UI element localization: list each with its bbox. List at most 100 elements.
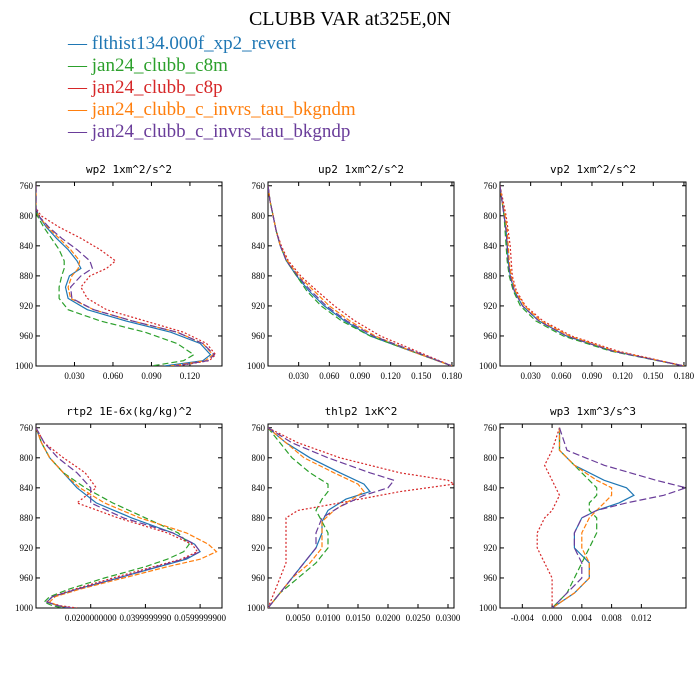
series-line [551, 427, 598, 608]
legend-item: — jan24_clubb_c_invrs_tau_bkgndm [68, 99, 356, 120]
x-tick-label: 0.120 [180, 371, 201, 381]
y-tick-label: 800 [20, 453, 34, 463]
series-line [36, 185, 212, 366]
panel-title: vp2 1xm^2/s^2 [550, 163, 636, 176]
series-line [268, 427, 454, 608]
y-tick-label: 1000 [15, 361, 34, 371]
x-tick-label: 0.150 [643, 371, 664, 381]
y-tick-label: 920 [484, 543, 498, 553]
x-tick-label: 0.180 [674, 371, 695, 381]
panel-title: thlp2 1xK^2 [325, 405, 398, 418]
x-tick-label: 0.0599999900 [174, 613, 226, 623]
x-tick-label: 0.060 [319, 371, 340, 381]
y-tick-label: 800 [252, 211, 266, 221]
y-tick-label: 960 [484, 573, 498, 583]
plot-frame [499, 181, 687, 367]
series-line [268, 427, 372, 608]
series-line [268, 427, 365, 608]
x-tick-label: 0.030 [64, 371, 85, 381]
y-tick-label: 840 [252, 241, 266, 251]
x-tick-label: 0.120 [381, 371, 402, 381]
x-tick-label: 0.120 [613, 371, 634, 381]
chart-panel: up2 1xm^2/s^2 760 800 840 880 920 960 1000 0.030… [247, 163, 463, 381]
series-line [500, 185, 685, 366]
series-line [268, 185, 453, 366]
y-tick-label: 1000 [479, 603, 498, 613]
series-line [551, 427, 686, 608]
legend-item: — jan24_clubb_c8m [68, 55, 228, 76]
series-line [500, 185, 685, 366]
series-line [500, 185, 685, 366]
panel-title: wp3 1xm^3/s^3 [550, 405, 636, 418]
x-tick-label: 0.000 [542, 613, 563, 623]
plot-frame [267, 423, 455, 609]
y-tick-label: 840 [20, 483, 34, 493]
x-tick-label: 0.0399999990 [120, 613, 172, 623]
x-tick-label: 0.180 [442, 371, 463, 381]
series-line [36, 185, 214, 366]
series-line [268, 185, 453, 366]
page-title: CLUBB VAR at325E,0N [248, 8, 452, 30]
y-tick-label: 760 [484, 181, 498, 191]
y-tick-label: 800 [484, 453, 498, 463]
y-tick-label: 1000 [247, 603, 266, 613]
x-tick-label: 0.060 [103, 371, 124, 381]
panel-title: wp2 1xm^2/s^2 [86, 163, 172, 176]
y-tick-label: 800 [252, 453, 266, 463]
y-tick-label: 880 [20, 271, 34, 281]
y-tick-label: 840 [20, 241, 34, 251]
series-line [500, 185, 685, 366]
x-tick-label: 0.0100 [316, 613, 341, 623]
y-tick-label: 920 [20, 543, 34, 553]
y-tick-label: 880 [252, 513, 266, 523]
series-line [500, 185, 685, 366]
series-line [36, 427, 199, 608]
series-line [36, 427, 218, 608]
legend-item: — jan24_clubb_c8p [68, 77, 223, 98]
series-line [268, 427, 329, 608]
series-line [536, 427, 561, 608]
chart-panel: wp2 1xm^2/s^2 760 800 840 880 920 960 1000 0.030… [15, 163, 223, 381]
chart-panel: vp2 1xm^2/s^2 760 800 840 880 920 960 1000 0.030… [479, 163, 695, 381]
x-tick-label: 0.0200000000 [65, 613, 117, 623]
series-line [268, 185, 453, 366]
y-tick-label: 800 [484, 211, 498, 221]
y-tick-label: 760 [252, 181, 266, 191]
x-tick-label: 0.0300 [436, 613, 461, 623]
y-tick-label: 840 [484, 483, 498, 493]
x-tick-label: 0.060 [551, 371, 572, 381]
y-tick-label: 920 [252, 543, 266, 553]
plot-frame [499, 423, 687, 609]
y-tick-label: 760 [484, 423, 498, 433]
y-tick-label: 960 [20, 573, 34, 583]
y-tick-label: 760 [20, 423, 34, 433]
x-tick-label: 0.030 [289, 371, 310, 381]
x-tick-label: 0.0050 [286, 613, 311, 623]
x-tick-label: 0.0150 [346, 613, 371, 623]
x-tick-label: 0.004 [572, 613, 593, 623]
series-line [268, 185, 453, 366]
y-tick-label: 920 [252, 301, 266, 311]
x-tick-label: 0.012 [631, 613, 651, 623]
panel-title: rtp2 1E-6x(kg/kg)^2 [66, 405, 192, 418]
series-line [268, 185, 453, 366]
y-tick-label: 1000 [247, 361, 266, 371]
x-tick-label: 0.0250 [406, 613, 431, 623]
y-tick-label: 880 [20, 513, 34, 523]
panel-title: up2 1xm^2/s^2 [318, 163, 404, 176]
y-tick-label: 960 [484, 331, 498, 341]
series-line [36, 185, 217, 366]
y-tick-label: 960 [20, 331, 34, 341]
series-line [36, 185, 195, 366]
x-tick-label: 0.030 [521, 371, 542, 381]
y-tick-label: 960 [252, 573, 266, 583]
x-tick-label: -0.004 [511, 613, 535, 623]
series-line [36, 427, 201, 608]
legend-item: — flthist134.000f_xp2_revert [68, 33, 296, 54]
y-tick-label: 880 [484, 513, 498, 523]
y-tick-label: 1000 [479, 361, 498, 371]
legend-item: — jan24_clubb_c_invrs_tau_bkgndp [68, 121, 351, 142]
series-line [36, 185, 216, 366]
series-line [268, 427, 396, 608]
